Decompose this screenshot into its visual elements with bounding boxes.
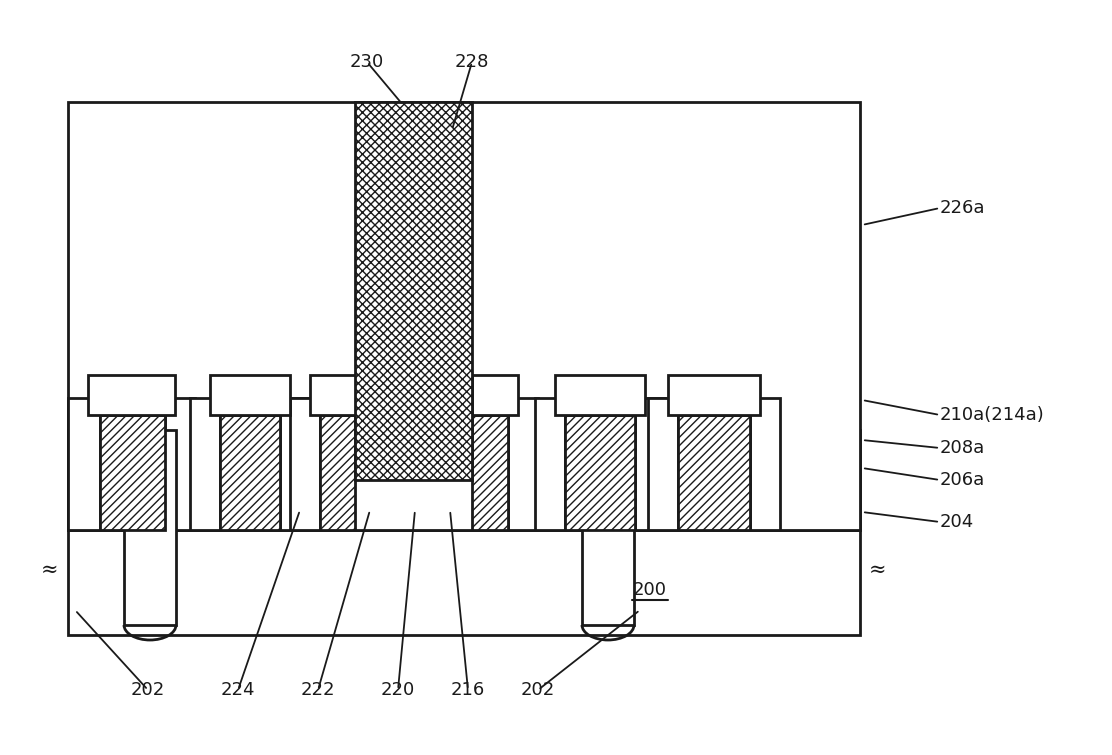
Text: 206a: 206a (940, 471, 985, 489)
Bar (508, 398, 538, 530)
Text: 216: 216 (450, 681, 485, 699)
Bar (582, 430, 634, 625)
Bar (68, 430, 860, 530)
Bar (68, 398, 100, 530)
Bar (555, 375, 645, 415)
Text: 220: 220 (381, 681, 415, 699)
Text: 204: 204 (940, 513, 974, 531)
Bar (210, 375, 290, 415)
Bar (635, 398, 665, 530)
Bar (125, 430, 176, 625)
Bar (88, 375, 175, 415)
Bar (165, 398, 195, 530)
Text: 230: 230 (350, 53, 384, 71)
Bar (68, 102, 860, 530)
Bar (355, 102, 471, 480)
Bar (749, 398, 780, 530)
Bar (100, 415, 165, 530)
Bar (190, 398, 220, 530)
Bar (320, 415, 355, 530)
Text: 202: 202 (520, 681, 555, 699)
Bar (535, 398, 565, 530)
Text: ≈: ≈ (870, 560, 886, 580)
Bar (220, 415, 280, 530)
Bar (310, 375, 356, 415)
Bar (471, 415, 508, 530)
Bar (668, 375, 759, 415)
Text: 210a(214a): 210a(214a) (940, 406, 1045, 424)
Bar (280, 398, 310, 530)
Bar (471, 375, 518, 415)
Text: 224: 224 (221, 681, 256, 699)
Text: 226a: 226a (940, 199, 985, 217)
Text: 200: 200 (633, 581, 667, 599)
Bar (678, 415, 749, 530)
Bar (565, 415, 635, 530)
Text: 228: 228 (455, 53, 489, 71)
Bar (290, 398, 320, 530)
Bar (68, 530, 860, 635)
Text: 208a: 208a (940, 439, 985, 457)
Text: 202: 202 (131, 681, 165, 699)
Text: ≈: ≈ (41, 560, 59, 580)
Bar (648, 398, 678, 530)
Text: 222: 222 (300, 681, 335, 699)
